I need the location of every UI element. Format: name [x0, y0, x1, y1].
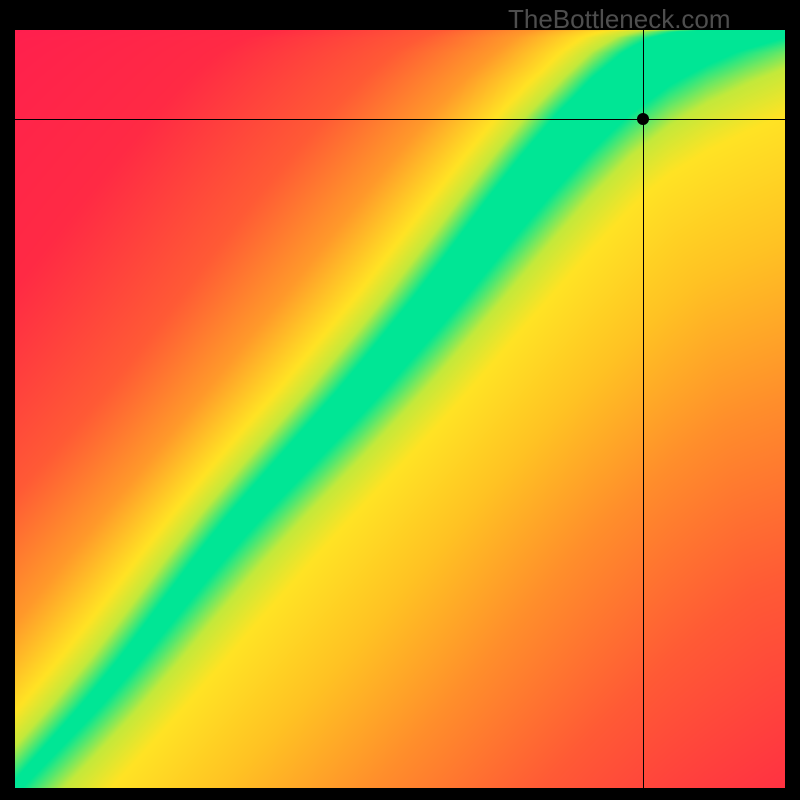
bottleneck-heatmap	[15, 30, 785, 788]
crosshair-horizontal-line	[15, 119, 785, 120]
chart-container: TheBottleneck.com	[0, 0, 800, 800]
watermark-text: TheBottleneck.com	[508, 4, 731, 35]
crosshair-vertical-line	[643, 30, 644, 788]
crosshair-marker-dot	[637, 113, 649, 125]
